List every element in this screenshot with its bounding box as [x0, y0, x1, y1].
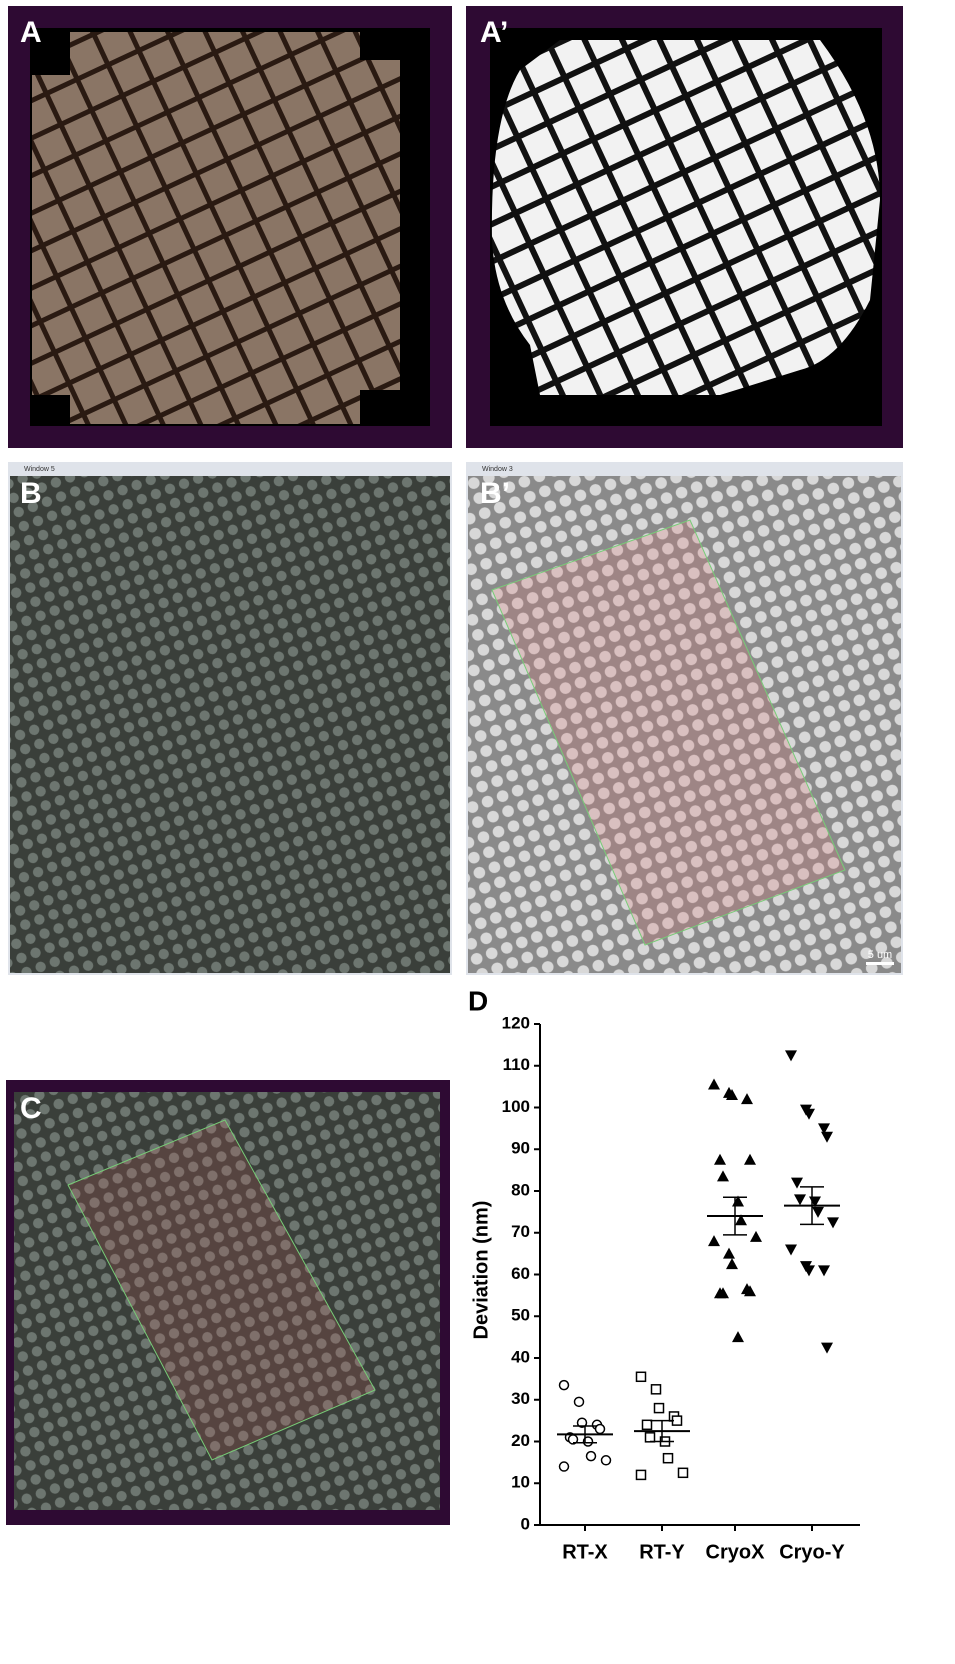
- point: [560, 1462, 569, 1471]
- y-tick-label: 70: [511, 1222, 530, 1241]
- panel-label: B: [20, 477, 42, 510]
- window-title: Window 3: [482, 466, 513, 473]
- point: [708, 1235, 720, 1246]
- point: [646, 1433, 655, 1442]
- point: [785, 1050, 797, 1061]
- x-tick-label: Cryo-Y: [779, 1541, 845, 1563]
- y-tick-label: 30: [511, 1389, 530, 1408]
- panel-label: A’: [480, 16, 508, 49]
- y-tick-label: 90: [511, 1139, 530, 1158]
- point: [717, 1170, 729, 1181]
- point: [821, 1132, 833, 1143]
- point: [750, 1231, 762, 1242]
- point: [741, 1093, 753, 1104]
- panel-label: C: [20, 1092, 42, 1125]
- point: [637, 1372, 646, 1381]
- point: [637, 1470, 646, 1479]
- point: [803, 1109, 815, 1120]
- window-title: Window 5: [24, 466, 55, 473]
- point: [785, 1244, 797, 1255]
- point: [794, 1194, 806, 1205]
- y-tick-label: 10: [511, 1473, 530, 1492]
- y-tick-label: 100: [502, 1097, 530, 1116]
- hole-image: [10, 476, 450, 973]
- x-tick-label: CryoX: [706, 1541, 766, 1563]
- y-tick-label: 20: [511, 1431, 530, 1450]
- y-tick-label: 110: [503, 1055, 530, 1074]
- point: [587, 1452, 596, 1461]
- y-tick-label: 40: [511, 1347, 530, 1366]
- grid-image: [492, 40, 880, 395]
- point: [602, 1456, 611, 1465]
- y-tick-label: 50: [511, 1306, 530, 1325]
- y-tick-label: 0: [521, 1514, 530, 1533]
- point: [664, 1454, 673, 1463]
- figure: A A’ B B’ C Window 5 Window 3 5 um D Dev…: [0, 0, 955, 1659]
- grid-image: [32, 32, 400, 424]
- panel-label: A: [20, 16, 42, 49]
- panel-label: D: [468, 985, 488, 1016]
- point: [708, 1079, 720, 1090]
- y-axis-label: Deviation (nm): [470, 1201, 492, 1340]
- point: [655, 1404, 664, 1413]
- y-tick-label: 80: [511, 1180, 530, 1199]
- point: [575, 1397, 584, 1406]
- scale-bar: [866, 962, 894, 965]
- point: [821, 1343, 833, 1354]
- point: [643, 1420, 652, 1429]
- y-tick-label: 60: [511, 1264, 530, 1283]
- point: [652, 1385, 661, 1394]
- point: [679, 1468, 688, 1477]
- point: [714, 1154, 726, 1165]
- point: [818, 1265, 830, 1276]
- scale-bar-label: 5 um: [868, 949, 892, 961]
- point: [723, 1248, 735, 1259]
- point: [732, 1331, 744, 1342]
- x-tick-label: RT-Y: [639, 1541, 685, 1563]
- point: [803, 1265, 815, 1276]
- point: [726, 1258, 738, 1269]
- point: [744, 1154, 756, 1165]
- point: [812, 1207, 824, 1218]
- point: [827, 1217, 839, 1228]
- point: [560, 1381, 569, 1390]
- x-tick-label: RT-X: [562, 1541, 608, 1563]
- y-tick-label: 120: [502, 1013, 530, 1032]
- panel-label: B’: [480, 477, 510, 510]
